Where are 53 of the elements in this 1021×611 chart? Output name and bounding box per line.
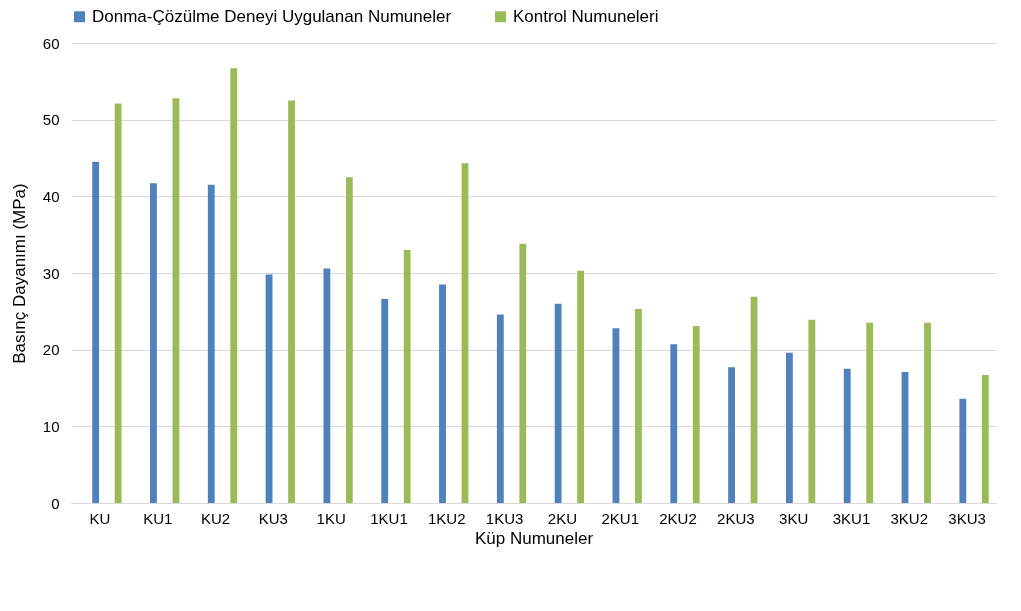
- bar: [150, 183, 157, 503]
- bar: [785, 352, 793, 503]
- x-tick-label: 3KU1: [832, 509, 871, 527]
- y-tick-label: 20: [42, 341, 60, 359]
- x-tick-label: KU: [89, 509, 111, 527]
- x-tick-label: 1KU2: [428, 509, 466, 527]
- bar: [843, 368, 851, 503]
- bar: [439, 284, 446, 503]
- legend-label: Donma-Çözülme Deneyi Uygulanan Numuneler: [92, 6, 452, 26]
- bar: [230, 68, 238, 503]
- bar: [808, 319, 816, 503]
- bar: [981, 374, 989, 503]
- bar: [403, 250, 411, 503]
- y-tick-label: 40: [42, 187, 60, 205]
- x-tick-label: KU2: [200, 509, 231, 527]
- bar: [207, 184, 215, 503]
- x-tick-label: 3KU2: [890, 509, 929, 527]
- bar: [959, 398, 967, 503]
- x-tick-label: 1KU3: [485, 509, 524, 527]
- bar: [577, 270, 585, 503]
- y-axis-title: Basınç Dayanımı (MPa): [9, 183, 29, 364]
- x-axis-title: Küp Numuneler: [474, 528, 594, 548]
- x-tick-label: 2KU: [547, 509, 577, 527]
- bar: [92, 161, 100, 503]
- bar: [924, 322, 931, 503]
- x-tick-label: KU3: [258, 509, 288, 527]
- bar: [728, 367, 735, 503]
- x-tick-label: 3KU: [779, 509, 809, 527]
- bar: [345, 177, 353, 503]
- bar: [381, 299, 389, 503]
- bar: [323, 268, 331, 503]
- x-tick-label: 2KU2: [659, 509, 697, 527]
- bar: [519, 243, 527, 503]
- x-tick-label: 2KU1: [601, 509, 639, 527]
- y-tick-label: 50: [42, 111, 60, 129]
- x-tick-label: 2KU3: [717, 509, 755, 527]
- x-tick-label: 1KU1: [370, 509, 408, 527]
- bar: [635, 309, 642, 503]
- legend-label: Kontrol Numuneleri: [513, 6, 659, 26]
- bar: [288, 100, 295, 503]
- bar: [670, 344, 678, 503]
- y-tick-label: 60: [42, 34, 60, 52]
- y-tick-label: 0: [51, 494, 60, 512]
- x-tick-label: 1KU: [316, 509, 346, 527]
- bar: [866, 322, 874, 503]
- x-tick-label: 3KU3: [948, 509, 986, 527]
- bar: [114, 103, 122, 503]
- y-tick-label: 10: [42, 417, 60, 435]
- bar: [554, 303, 562, 503]
- x-tick-label: KU1: [143, 509, 173, 527]
- y-tick-label: 30: [42, 264, 60, 282]
- bar: [496, 314, 504, 503]
- bar: [692, 325, 700, 503]
